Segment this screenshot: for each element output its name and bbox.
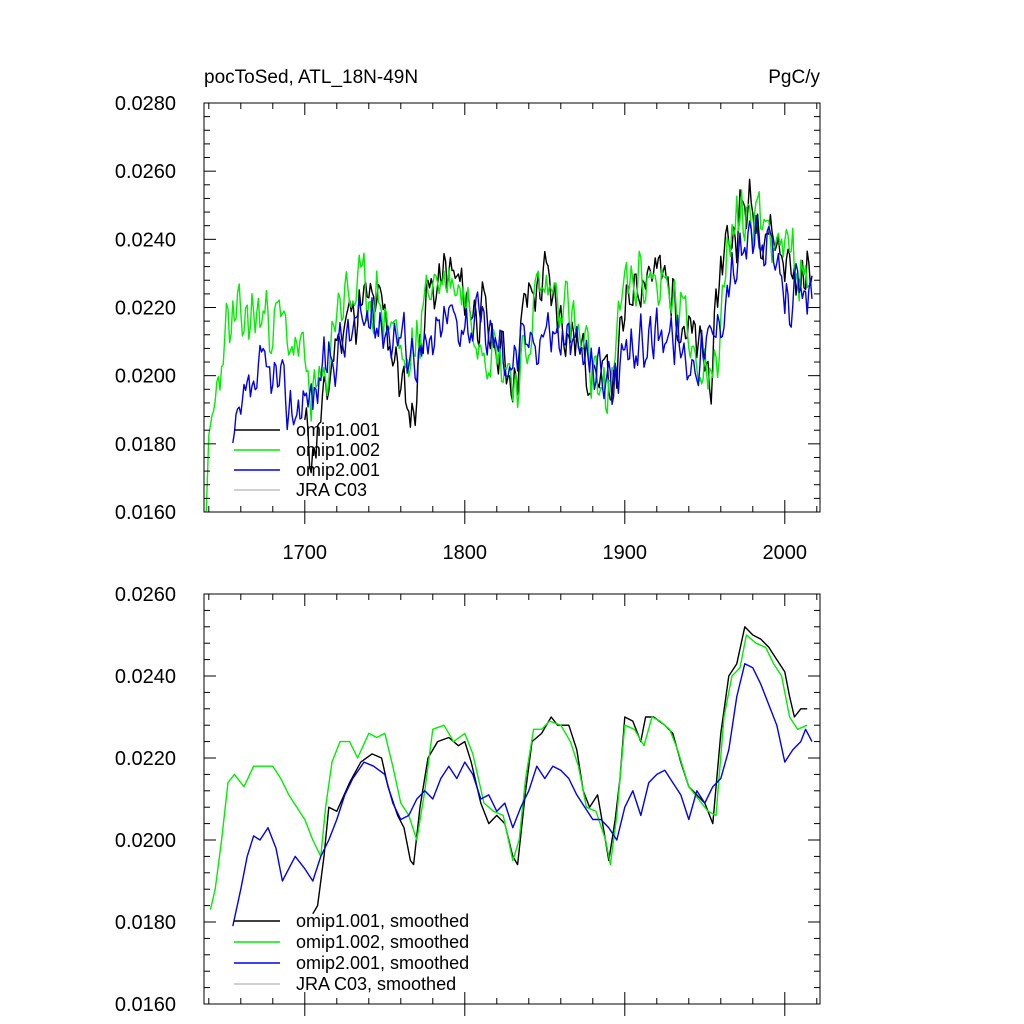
y-tick-label: 0.0200	[115, 366, 176, 388]
y-tick-label: 0.0200	[115, 830, 176, 852]
series-line-omip1-002	[205, 189, 810, 512]
series-line-omip1-001-smoothed	[312, 626, 808, 915]
x-tick-label: 1900	[603, 542, 648, 564]
legend-label: omip1.001	[296, 420, 380, 440]
y-tick-label: 0.0260	[115, 161, 176, 183]
y-tick-label: 0.0220	[115, 748, 176, 770]
legend-label: JRA C03	[296, 480, 367, 500]
legend-label: JRA C03, smoothed	[296, 974, 456, 994]
y-tick-label: 0.0240	[115, 229, 176, 251]
series-line-omip1-002-smoothed	[209, 634, 808, 910]
legend-label: omip2.001, smoothed	[296, 953, 469, 973]
x-tick-label: 1800	[443, 542, 488, 564]
y-tick-label: 0.0180	[115, 434, 176, 456]
y-tick-label: 0.0160	[115, 502, 176, 524]
y-tick-label: 0.0220	[115, 298, 176, 320]
series-group	[209, 626, 813, 927]
y-tick-label: 0.0260	[115, 584, 176, 606]
legend-label: omip1.002, smoothed	[296, 932, 469, 952]
series-line-omip2-001-smoothed	[232, 663, 813, 927]
chart-title: pocToSed, ATL_18N-49N	[204, 67, 418, 88]
x-tick-label: 1700	[283, 542, 328, 564]
x-tick-label: 2000	[763, 542, 808, 564]
y-tick-label: 0.0240	[115, 666, 176, 688]
y-tick-label: 0.0280	[115, 93, 176, 115]
top-panel: 0.0160 0.0180 0.0200 0.0220 0.0240 0.0260 0.02…	[115, 93, 821, 564]
legend-label: omip1.001, smoothed	[296, 911, 469, 931]
units-label: PgC/y	[768, 67, 820, 88]
bottom-panel: 0.0160 0.0180 0.0200 0.0220 0.0240 0.0260 omip…	[115, 584, 821, 1016]
legend-label: omip2.001	[296, 460, 380, 480]
y-tick-label: 0.0180	[115, 912, 176, 934]
series-line-omip2-001	[232, 214, 813, 444]
legend-label: omip1.002	[296, 440, 380, 460]
series-group	[205, 178, 813, 512]
plot-frame	[203, 593, 821, 1005]
y-tick-label: 0.0160	[115, 994, 176, 1016]
